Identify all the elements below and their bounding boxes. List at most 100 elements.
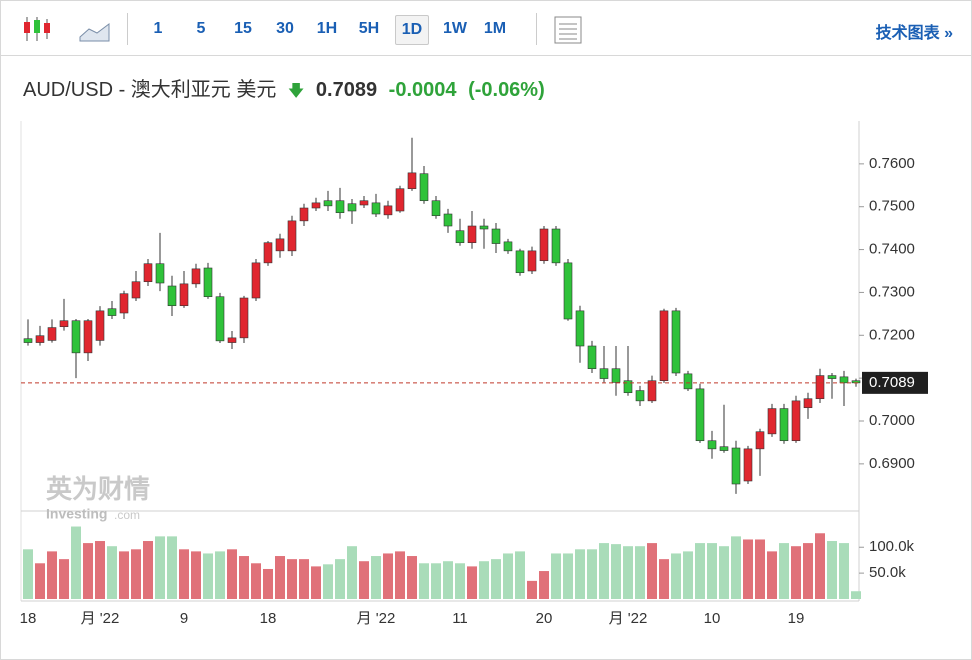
volume-bar <box>515 551 525 599</box>
divider <box>536 13 537 45</box>
volume-bar <box>743 539 753 599</box>
volume-bar <box>599 543 609 599</box>
volume-bar <box>83 543 93 599</box>
interval-button[interactable]: 1D <box>395 15 429 45</box>
volume-bar <box>623 546 633 599</box>
candle-body <box>335 200 345 214</box>
interval-button[interactable]: 5H <box>358 20 380 37</box>
candle-body <box>467 225 477 244</box>
interval-button[interactable]: 1M <box>483 20 507 37</box>
volume-bar <box>179 549 189 599</box>
candle-body <box>431 200 441 217</box>
candle-body <box>755 431 765 450</box>
candle-body <box>647 380 657 402</box>
candle-body <box>395 188 405 212</box>
candle-body <box>227 337 237 343</box>
symbol: AUD/USD - 澳大利亚元 美元 <box>23 79 277 101</box>
line-icon[interactable] <box>77 15 113 45</box>
volume-bar <box>467 566 477 599</box>
candle-body <box>203 267 213 298</box>
volume-bar <box>527 580 537 599</box>
watermark-cn: 英为财情 <box>46 474 150 504</box>
volume-bar <box>695 543 705 599</box>
tech-chart-link[interactable]: 技术图表 » <box>875 25 953 42</box>
volume-bar <box>347 546 357 599</box>
interval-button[interactable]: 5 <box>196 20 206 37</box>
candle-body <box>767 408 777 435</box>
volume-bar <box>203 553 213 599</box>
volume-bar <box>455 563 465 599</box>
volume-bar <box>239 556 249 599</box>
candle-body <box>71 320 81 354</box>
volume-bar <box>95 541 105 599</box>
volume-bar <box>23 549 33 599</box>
volume-bar <box>575 549 585 599</box>
candle-body <box>611 368 621 383</box>
candle-body <box>239 297 249 339</box>
candle-body <box>167 285 177 307</box>
candle-body <box>95 310 105 341</box>
volume-bar <box>791 546 801 599</box>
table-icon[interactable] <box>553 15 583 45</box>
volume-bar <box>47 551 57 599</box>
volume-bar <box>119 551 129 599</box>
candle-icon[interactable] <box>19 9 59 49</box>
candle-body <box>539 228 549 262</box>
candle-body <box>491 228 501 244</box>
interval-button[interactable]: 1 <box>153 20 163 37</box>
volume-bar <box>143 541 153 599</box>
y-tick-label: 0.6900 <box>869 455 915 472</box>
interval-button[interactable]: 1H <box>316 20 338 37</box>
candle-body <box>359 200 369 206</box>
last-price-box <box>862 371 928 394</box>
interval-button[interactable]: 1W <box>443 20 467 37</box>
candle-body <box>59 320 69 328</box>
candle-body <box>35 335 45 343</box>
candle-body <box>635 390 645 402</box>
x-tick-label: 月 '22 <box>81 610 120 627</box>
volume-bar <box>683 551 693 599</box>
volume-bar <box>479 561 489 599</box>
volume-bar <box>587 549 597 599</box>
candle-body <box>455 230 465 244</box>
candle-body <box>515 250 525 274</box>
volume-bar <box>659 559 669 599</box>
y-tick-label: 0.7000 <box>869 412 915 429</box>
volume-bar <box>275 556 285 599</box>
y-tick-label: 0.7500 <box>869 198 915 215</box>
divider <box>127 13 128 45</box>
candle-body <box>695 388 705 442</box>
interval-button[interactable]: 15 <box>234 20 252 37</box>
candle-body <box>383 205 393 216</box>
volume-bar <box>731 536 741 599</box>
watermark-domain: .com <box>114 508 140 522</box>
volume-tick-label: 50.0k <box>869 564 906 581</box>
volume-bar <box>35 563 45 599</box>
volume-bar <box>611 544 621 599</box>
volume-bar <box>407 556 417 599</box>
candle-body <box>827 375 837 379</box>
volume-bar <box>491 559 501 599</box>
volume-bar <box>323 564 333 599</box>
candle-body <box>587 345 597 370</box>
volume-bar <box>755 539 765 599</box>
candle-body <box>719 446 729 451</box>
watermark-en: Investing <box>46 506 107 522</box>
volume-bar <box>419 563 429 599</box>
y-tick-label: 0.7200 <box>869 326 915 343</box>
candle-body <box>131 281 141 299</box>
volume-bar <box>59 559 69 599</box>
candle-body <box>407 172 417 190</box>
candle-body <box>47 327 57 341</box>
volume-bar <box>227 549 237 599</box>
volume-bar <box>779 543 789 599</box>
interval-button[interactable]: 30 <box>276 20 294 37</box>
volume-bar <box>371 556 381 599</box>
volume-bar <box>719 546 729 599</box>
x-tick-label: 月 '22 <box>609 610 648 627</box>
volume-bar <box>191 551 201 599</box>
candle-body <box>683 373 693 390</box>
toolbar: 1 5 15 30 1H 5H 1D 1W 1M 技术图表 » <box>1 1 971 56</box>
volume-bar <box>167 536 177 599</box>
quote-header: AUD/USD - 澳大利亚元 美元 🡇 0.7089 -0.0004 (-0.… <box>23 73 551 107</box>
